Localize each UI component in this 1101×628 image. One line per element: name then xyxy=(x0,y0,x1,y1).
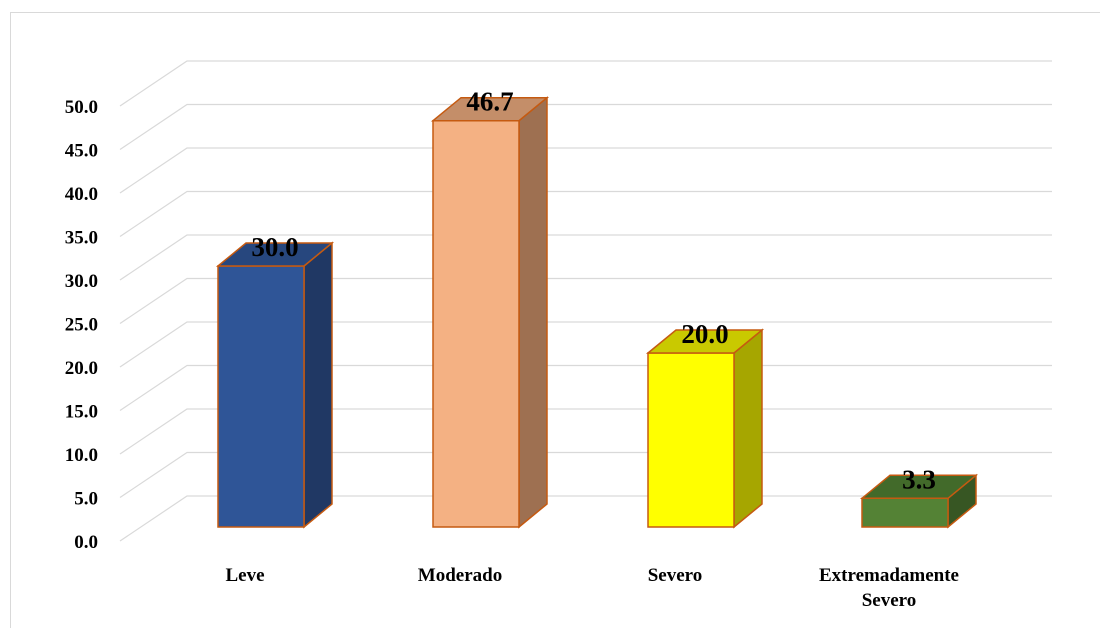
data-labels: 30.0 46.7 20.0 3.3 xyxy=(251,87,936,495)
bar-front xyxy=(432,119,520,528)
bar-side xyxy=(733,328,763,529)
y-tick-label: 30.0 xyxy=(65,271,98,292)
data-label: 46.7 xyxy=(466,87,513,117)
bar-side xyxy=(303,241,333,529)
gridlines xyxy=(119,60,1052,542)
gridline xyxy=(119,321,1052,368)
y-tick-label: 45.0 xyxy=(65,141,98,162)
bar-front xyxy=(647,352,735,528)
y-tick-label: 0.0 xyxy=(74,532,98,553)
x-axis: Leve Moderado Severo Extremadamente Severo xyxy=(225,565,959,611)
gridline xyxy=(119,364,1052,411)
x-category-label: Moderado xyxy=(418,565,502,586)
gridline xyxy=(119,495,1052,542)
bar xyxy=(430,96,550,529)
bar xyxy=(859,473,979,529)
gridline xyxy=(119,103,1052,150)
x-category-label: Leve xyxy=(225,565,264,586)
gridline xyxy=(119,60,1052,107)
y-tick-label: 5.0 xyxy=(74,489,98,510)
gridline xyxy=(119,408,1052,455)
data-label: 3.3 xyxy=(902,464,936,494)
data-label: 30.0 xyxy=(251,232,298,262)
bar-top xyxy=(430,96,550,122)
bar xyxy=(215,241,335,529)
y-tick-label: 10.0 xyxy=(65,445,98,466)
chart-frame xyxy=(10,12,1100,628)
gridline xyxy=(119,234,1052,281)
gridline xyxy=(119,190,1052,237)
y-tick-label: 15.0 xyxy=(65,402,98,423)
x-category-label: Severo xyxy=(862,590,917,611)
y-tick-label: 20.0 xyxy=(65,358,98,379)
y-tick-label: 40.0 xyxy=(65,184,98,205)
gridline xyxy=(119,451,1052,498)
y-tick-label: 50.0 xyxy=(65,97,98,118)
bars xyxy=(215,96,979,529)
gridline xyxy=(119,147,1052,194)
gridline xyxy=(119,277,1052,324)
bar-top xyxy=(645,329,765,354)
bar xyxy=(645,328,765,529)
x-category-label: Severo xyxy=(648,565,703,586)
y-tick-label: 35.0 xyxy=(65,228,98,249)
x-category-label: Extremadamente xyxy=(819,565,959,586)
bar-front xyxy=(861,497,949,528)
bar-top xyxy=(859,474,979,500)
bar-front xyxy=(217,265,305,528)
y-tick-label: 25.0 xyxy=(65,315,98,336)
bar-top xyxy=(215,242,335,267)
y-axis: 0.0 5.0 10.0 15.0 20.0 25.0 30.0 35.0 40.0 45.0 50… xyxy=(65,97,98,553)
data-label: 20.0 xyxy=(681,319,728,349)
bar-side xyxy=(518,96,548,529)
